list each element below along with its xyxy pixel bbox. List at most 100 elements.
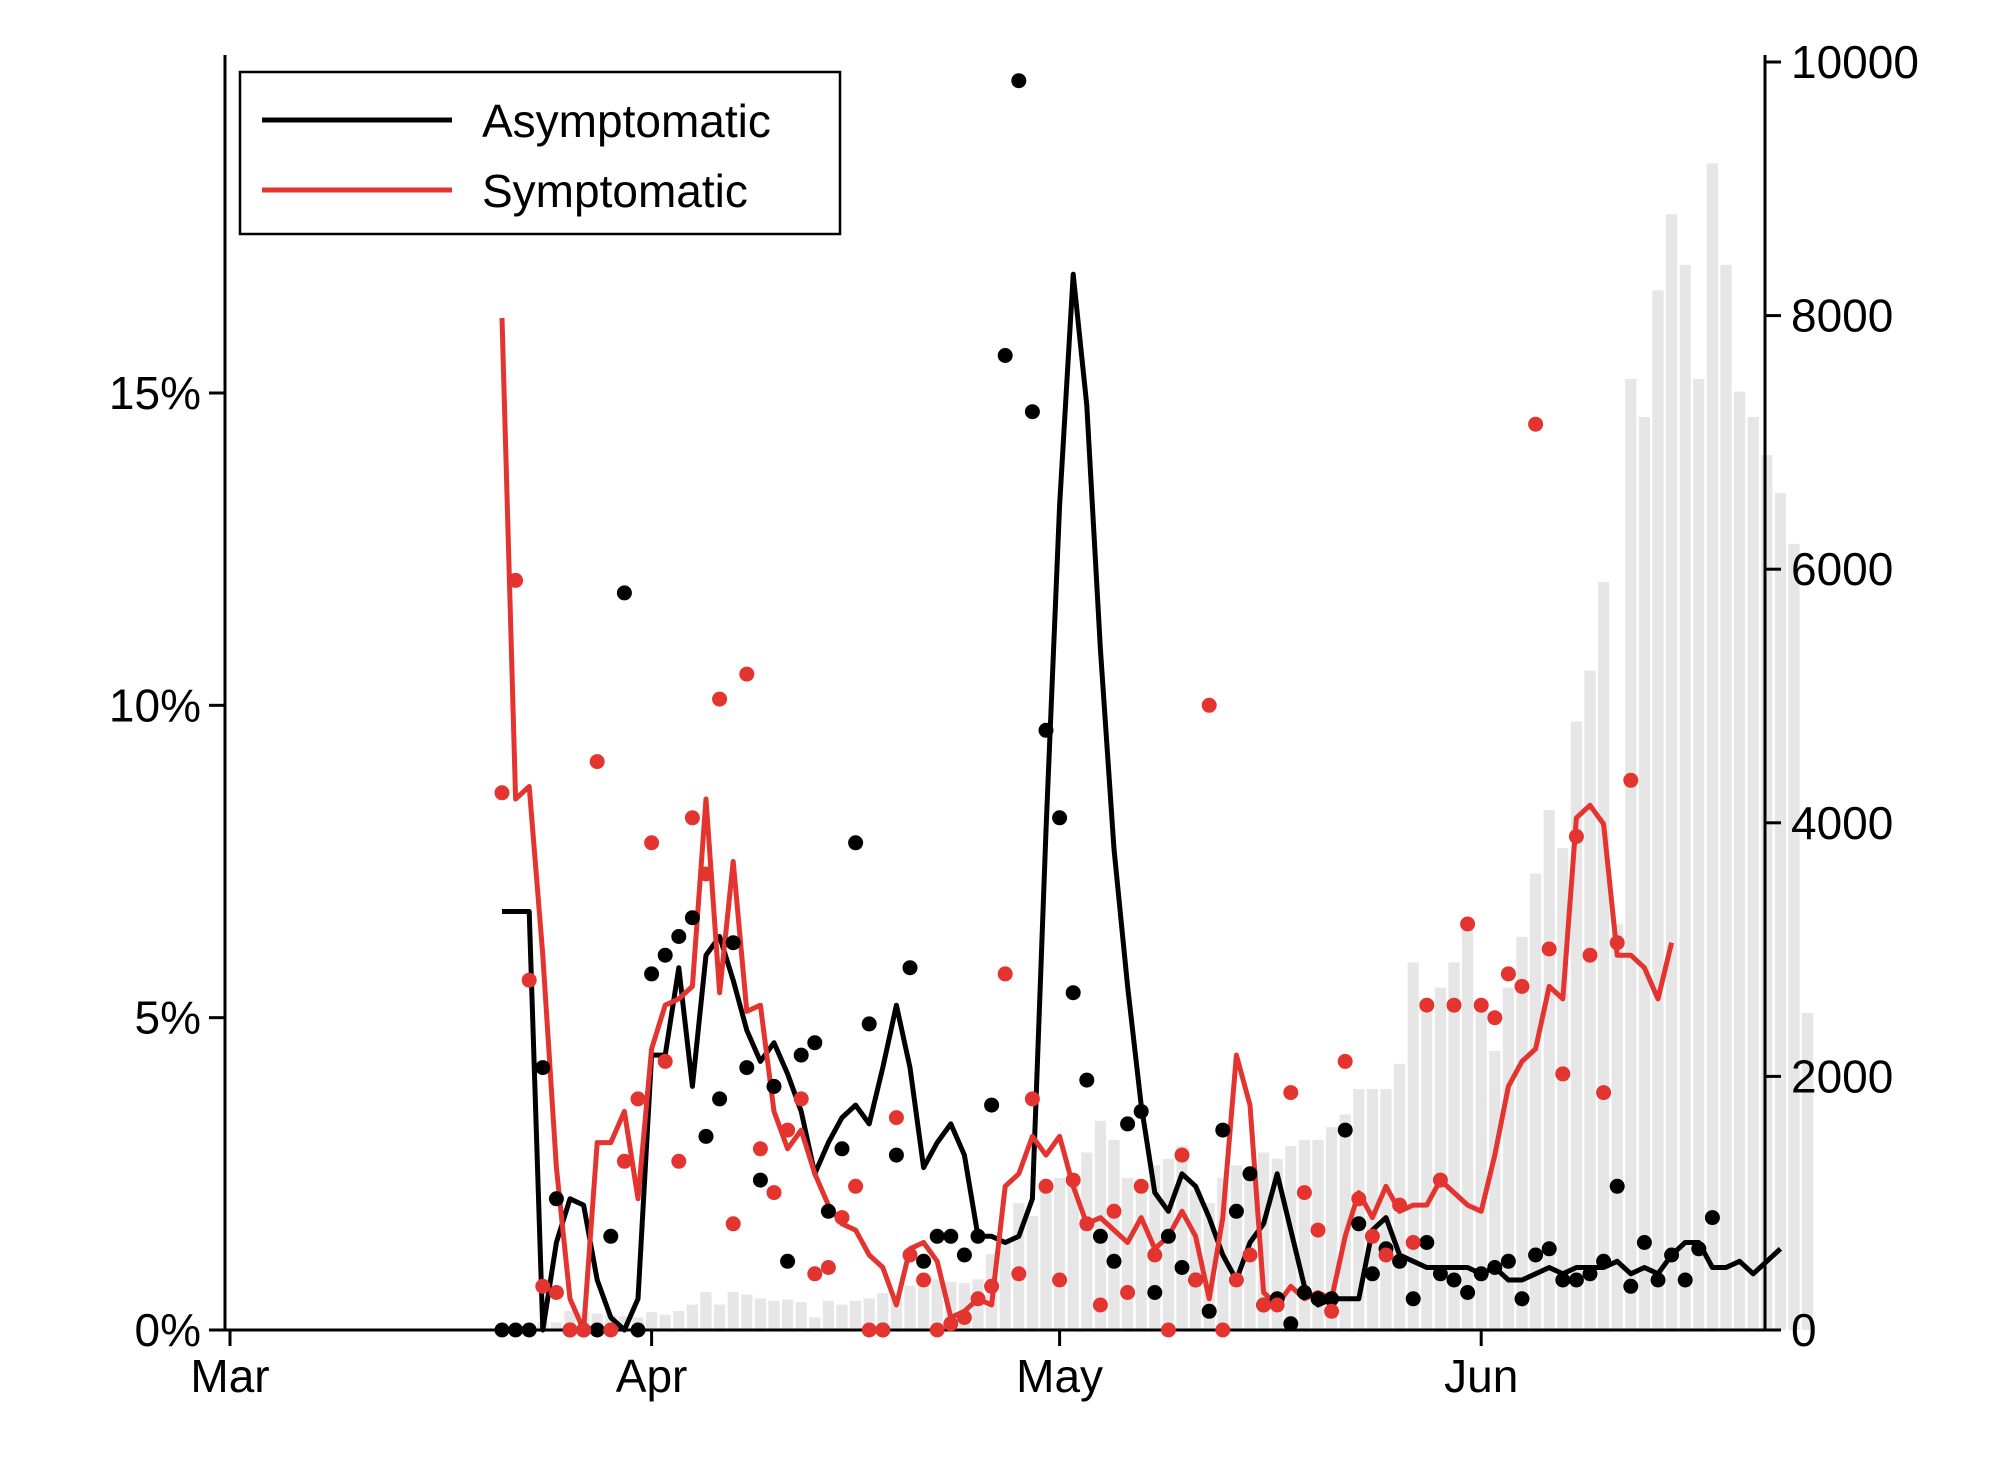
data-point-asymptomatic	[1215, 1122, 1231, 1138]
right-y-tick-label: 0	[1791, 1304, 1817, 1356]
data-point-symptomatic	[698, 866, 714, 882]
data-point-symptomatic	[1038, 1178, 1054, 1194]
count-bar	[1326, 1127, 1338, 1330]
data-point-asymptomatic	[1147, 1285, 1163, 1300]
data-point-symptomatic	[1528, 416, 1544, 432]
count-bar	[822, 1300, 834, 1330]
data-point-asymptomatic	[508, 1322, 524, 1338]
right-y-tick-label: 4000	[1791, 797, 1893, 849]
data-point-asymptomatic	[644, 966, 660, 982]
data-point-symptomatic	[1092, 1297, 1108, 1313]
count-bar	[958, 1283, 970, 1330]
count-bar	[1462, 924, 1474, 1330]
data-point-asymptomatic	[535, 1060, 551, 1076]
data-point-asymptomatic	[766, 1078, 782, 1094]
data-point-asymptomatic	[1500, 1253, 1516, 1269]
data-point-asymptomatic	[1487, 1260, 1503, 1275]
count-bar	[890, 1298, 902, 1330]
data-point-symptomatic	[820, 1260, 836, 1275]
right-y-tick-label: 10000	[1791, 36, 1919, 88]
count-bar	[931, 1279, 943, 1330]
data-point-asymptomatic	[1296, 1285, 1312, 1300]
data-point-symptomatic	[630, 1091, 646, 1107]
data-point-asymptomatic	[970, 1228, 986, 1244]
data-point-symptomatic	[1378, 1247, 1394, 1263]
left-y-tick-label: 10%	[109, 679, 201, 731]
count-bar	[1421, 1013, 1433, 1330]
count-bar	[1774, 493, 1786, 1331]
data-point-symptomatic	[684, 810, 700, 826]
left-y-tick-label: 5%	[135, 992, 201, 1044]
data-point-symptomatic	[807, 1266, 823, 1282]
data-point-symptomatic	[1065, 1172, 1081, 1188]
data-point-symptomatic	[657, 1053, 673, 1069]
data-point-asymptomatic	[521, 1322, 537, 1338]
data-point-asymptomatic	[548, 1191, 564, 1207]
legend-label-symptomatic: Symptomatic	[482, 165, 748, 217]
axes-layer	[223, 55, 1767, 1332]
data-point-symptomatic	[1541, 941, 1557, 957]
data-point-symptomatic	[521, 972, 537, 988]
data-point-symptomatic	[1364, 1228, 1380, 1244]
count-bar	[768, 1300, 780, 1330]
data-point-asymptomatic	[1446, 1272, 1462, 1288]
data-point-symptomatic	[916, 1272, 932, 1288]
count-bar	[1557, 848, 1569, 1330]
data-point-symptomatic	[1120, 1285, 1136, 1300]
count-bar	[1026, 1215, 1038, 1330]
data-point-symptomatic	[984, 1278, 1000, 1294]
data-point-symptomatic	[644, 835, 660, 851]
count-bar	[1802, 1013, 1814, 1330]
count-bar	[564, 1311, 576, 1330]
count-bar	[1054, 1177, 1066, 1330]
data-point-asymptomatic	[1677, 1272, 1693, 1288]
data-point-symptomatic	[1623, 772, 1639, 788]
count-bar	[863, 1298, 875, 1330]
data-point-symptomatic	[943, 1316, 959, 1332]
count-bar	[1434, 987, 1446, 1330]
count-bar	[904, 1285, 916, 1330]
data-point-asymptomatic	[1432, 1266, 1448, 1282]
data-point-asymptomatic	[739, 1060, 755, 1076]
data-point-asymptomatic	[1079, 1072, 1095, 1088]
data-point-asymptomatic	[589, 1322, 605, 1338]
count-bar	[1067, 1184, 1079, 1330]
data-point-symptomatic	[1405, 1235, 1421, 1250]
count-bar	[1230, 1165, 1242, 1330]
data-point-asymptomatic	[752, 1172, 768, 1188]
data-point-asymptomatic	[671, 929, 687, 944]
data-point-symptomatic	[576, 1322, 592, 1338]
count-bar	[1094, 1120, 1106, 1330]
count-bar	[1298, 1139, 1310, 1330]
left-y-tick-label: 0%	[135, 1304, 201, 1356]
data-point-symptomatic	[1242, 1247, 1258, 1263]
bars-layer	[510, 163, 1814, 1331]
count-bar	[1598, 581, 1610, 1330]
data-point-asymptomatic	[1351, 1216, 1367, 1232]
data-point-asymptomatic	[494, 1322, 510, 1338]
data-point-asymptomatic	[1065, 985, 1081, 1001]
count-bar	[1394, 1063, 1406, 1330]
data-point-symptomatic	[1228, 1272, 1244, 1288]
count-bar	[1638, 417, 1650, 1330]
data-point-symptomatic	[508, 572, 524, 588]
data-point-asymptomatic	[1555, 1272, 1571, 1288]
count-bar	[673, 1311, 685, 1330]
data-point-asymptomatic	[1514, 1291, 1530, 1307]
data-point-asymptomatic	[1405, 1291, 1421, 1307]
count-bar	[1190, 1190, 1202, 1330]
data-point-symptomatic	[1419, 997, 1435, 1013]
data-point-symptomatic	[1283, 1085, 1299, 1101]
count-bar	[782, 1299, 794, 1330]
count-bar	[877, 1293, 889, 1330]
count-bar	[1679, 264, 1691, 1330]
count-bar	[1339, 1114, 1351, 1330]
x-tick-label: May	[1016, 1350, 1103, 1402]
data-point-asymptomatic	[861, 1016, 877, 1032]
count-bar	[1734, 391, 1746, 1330]
count-bar	[686, 1304, 698, 1330]
count-bar	[1366, 1089, 1378, 1330]
data-point-symptomatic	[1024, 1091, 1040, 1107]
data-point-asymptomatic	[1174, 1260, 1190, 1275]
data-point-asymptomatic	[793, 1047, 809, 1063]
